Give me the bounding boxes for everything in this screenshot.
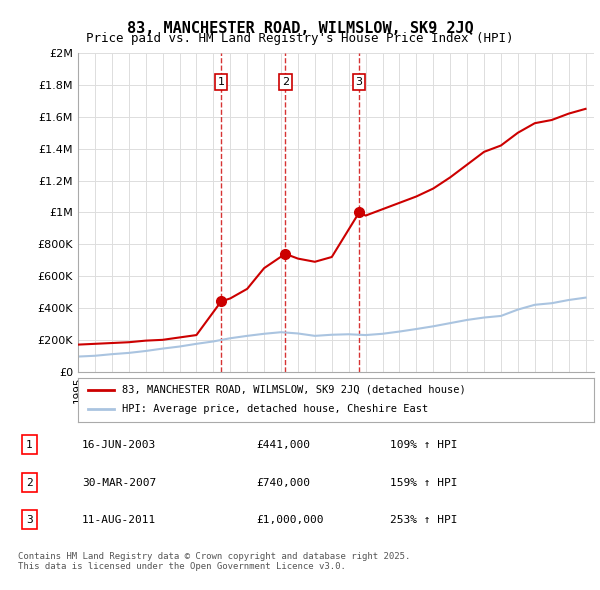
Text: 11-AUG-2011: 11-AUG-2011 xyxy=(82,514,156,525)
Text: 1: 1 xyxy=(26,440,33,450)
Text: Price paid vs. HM Land Registry's House Price Index (HPI): Price paid vs. HM Land Registry's House … xyxy=(86,32,514,45)
Text: 3: 3 xyxy=(356,77,362,87)
Text: Contains HM Land Registry data © Crown copyright and database right 2025.
This d: Contains HM Land Registry data © Crown c… xyxy=(18,552,410,571)
Text: 1: 1 xyxy=(218,77,224,87)
Text: 2: 2 xyxy=(26,478,33,488)
Text: 159% ↑ HPI: 159% ↑ HPI xyxy=(391,478,458,488)
Text: 83, MANCHESTER ROAD, WILMSLOW, SK9 2JQ: 83, MANCHESTER ROAD, WILMSLOW, SK9 2JQ xyxy=(127,21,473,35)
Text: 30-MAR-2007: 30-MAR-2007 xyxy=(82,478,156,488)
Text: 109% ↑ HPI: 109% ↑ HPI xyxy=(391,440,458,450)
Text: 253% ↑ HPI: 253% ↑ HPI xyxy=(391,514,458,525)
Text: HPI: Average price, detached house, Cheshire East: HPI: Average price, detached house, Ches… xyxy=(122,405,428,414)
Text: 16-JUN-2003: 16-JUN-2003 xyxy=(82,440,156,450)
Text: £1,000,000: £1,000,000 xyxy=(256,514,324,525)
Text: 2: 2 xyxy=(281,77,289,87)
Text: 83, MANCHESTER ROAD, WILMSLOW, SK9 2JQ (detached house): 83, MANCHESTER ROAD, WILMSLOW, SK9 2JQ (… xyxy=(122,385,466,395)
Text: £740,000: £740,000 xyxy=(256,478,310,488)
Text: £441,000: £441,000 xyxy=(256,440,310,450)
Text: 3: 3 xyxy=(26,514,33,525)
